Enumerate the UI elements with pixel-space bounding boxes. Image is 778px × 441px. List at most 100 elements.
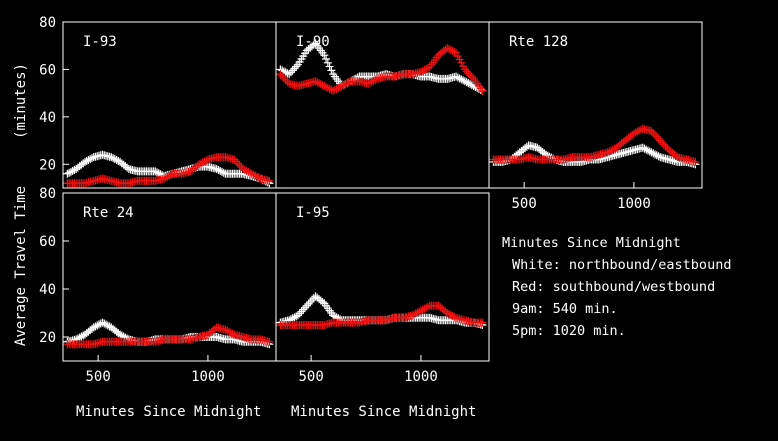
data-point: [313, 78, 322, 87]
data-point: [123, 163, 132, 172]
data-point: [467, 81, 476, 90]
data-point: [98, 318, 107, 327]
data-point: [63, 169, 72, 178]
legend-title: Minutes Since Midnight: [502, 235, 681, 251]
data-point: [306, 297, 315, 306]
data-point: [214, 165, 223, 174]
data-point: [691, 157, 700, 166]
data-point: [322, 82, 331, 91]
data-point: [304, 299, 313, 308]
data-point: [233, 159, 242, 168]
data-point: [369, 76, 378, 85]
data-point: [651, 150, 660, 159]
data-point: [371, 75, 380, 84]
data-point: [84, 156, 93, 165]
data-point: [107, 153, 116, 162]
data-point: [216, 166, 225, 175]
data-point: [309, 40, 318, 49]
data-point: [364, 79, 373, 88]
y-tick-label: 20: [39, 330, 56, 346]
data-point: [93, 321, 102, 330]
data-point: [316, 80, 325, 89]
data-point: [242, 166, 251, 175]
data-point: [297, 307, 306, 316]
series-red: [276, 301, 487, 329]
data-point: [443, 309, 452, 317]
data-point: [341, 80, 350, 89]
data-point: [659, 140, 668, 149]
data-point: [110, 155, 119, 164]
y-tick-label: 40: [39, 110, 56, 126]
data-point: [226, 328, 235, 337]
y-tick-label: 40: [39, 282, 56, 298]
data-point: [453, 52, 462, 61]
data-point: [308, 296, 317, 305]
data-point: [230, 155, 239, 164]
data-point: [65, 168, 74, 177]
data-point: [464, 79, 473, 88]
data-point: [478, 86, 487, 95]
data-point: [416, 306, 425, 315]
data-point: [423, 302, 432, 311]
data-point: [459, 76, 468, 85]
data-point: [75, 333, 84, 342]
legend-pm: 5pm: 1020 min.: [512, 323, 626, 339]
series-red: [63, 323, 274, 349]
data-point: [167, 170, 176, 179]
data-point: [344, 78, 353, 87]
data-point: [196, 159, 205, 168]
data-point: [66, 167, 75, 176]
data-point: [411, 309, 420, 318]
x-tick-label: 500: [85, 369, 110, 385]
data-point: [254, 173, 263, 182]
data-point: [467, 73, 476, 82]
data-point: [288, 314, 297, 323]
data-point: [219, 168, 228, 177]
data-point: [77, 332, 86, 341]
data-point: [663, 144, 672, 153]
legend: Minutes Since Midnight White: northbound…: [502, 232, 731, 342]
panel-i-95: 500 1000 I-95: [275, 192, 490, 385]
data-point: [450, 47, 459, 56]
data-point: [292, 62, 301, 71]
data-point: [221, 325, 230, 334]
data-point: [68, 166, 77, 175]
data-point: [109, 154, 118, 163]
data-point: [286, 68, 295, 77]
data-point: [443, 44, 452, 53]
data-point: [89, 323, 98, 332]
data-point: [647, 127, 656, 136]
data-point: [658, 138, 667, 147]
panel-title: Rte 128: [509, 34, 568, 50]
data-point: [165, 171, 174, 180]
data-point: [225, 327, 234, 336]
series-white: [276, 292, 487, 329]
panel-frame: [275, 192, 490, 362]
data-point: [311, 77, 320, 86]
y-tick-label: 60: [39, 234, 56, 250]
data-point: [202, 156, 211, 165]
data-point: [265, 176, 274, 185]
data-point: [86, 155, 95, 164]
data-point: [320, 51, 329, 60]
data-point: [232, 157, 241, 166]
data-point: [223, 326, 232, 335]
panel-rte-24: 20 40 60 80 500 1000 Rte 24: [39, 186, 277, 385]
data-point: [244, 167, 253, 176]
data-point: [649, 149, 658, 158]
data-point: [95, 320, 104, 329]
data-point: [446, 45, 455, 54]
data-point: [318, 81, 327, 90]
data-point: [418, 305, 427, 314]
data-point: [416, 67, 425, 76]
data-point: [152, 168, 161, 177]
data-point: [343, 79, 352, 88]
data-point: [452, 72, 461, 81]
data-point: [163, 172, 172, 181]
data-point: [100, 319, 109, 328]
data-point: [422, 64, 431, 73]
series-red: [276, 44, 487, 95]
x-tick-label: 1000: [404, 369, 438, 385]
data-point: [247, 169, 256, 178]
data-point: [365, 78, 374, 87]
